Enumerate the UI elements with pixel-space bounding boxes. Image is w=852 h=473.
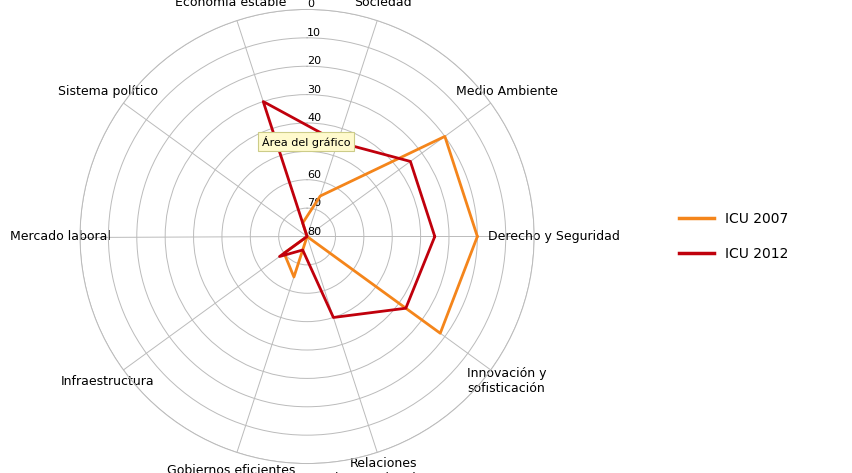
Legend: ICU 2007, ICU 2012: ICU 2007, ICU 2012 xyxy=(672,207,793,266)
Text: Área del gráfico: Área del gráfico xyxy=(262,136,350,148)
